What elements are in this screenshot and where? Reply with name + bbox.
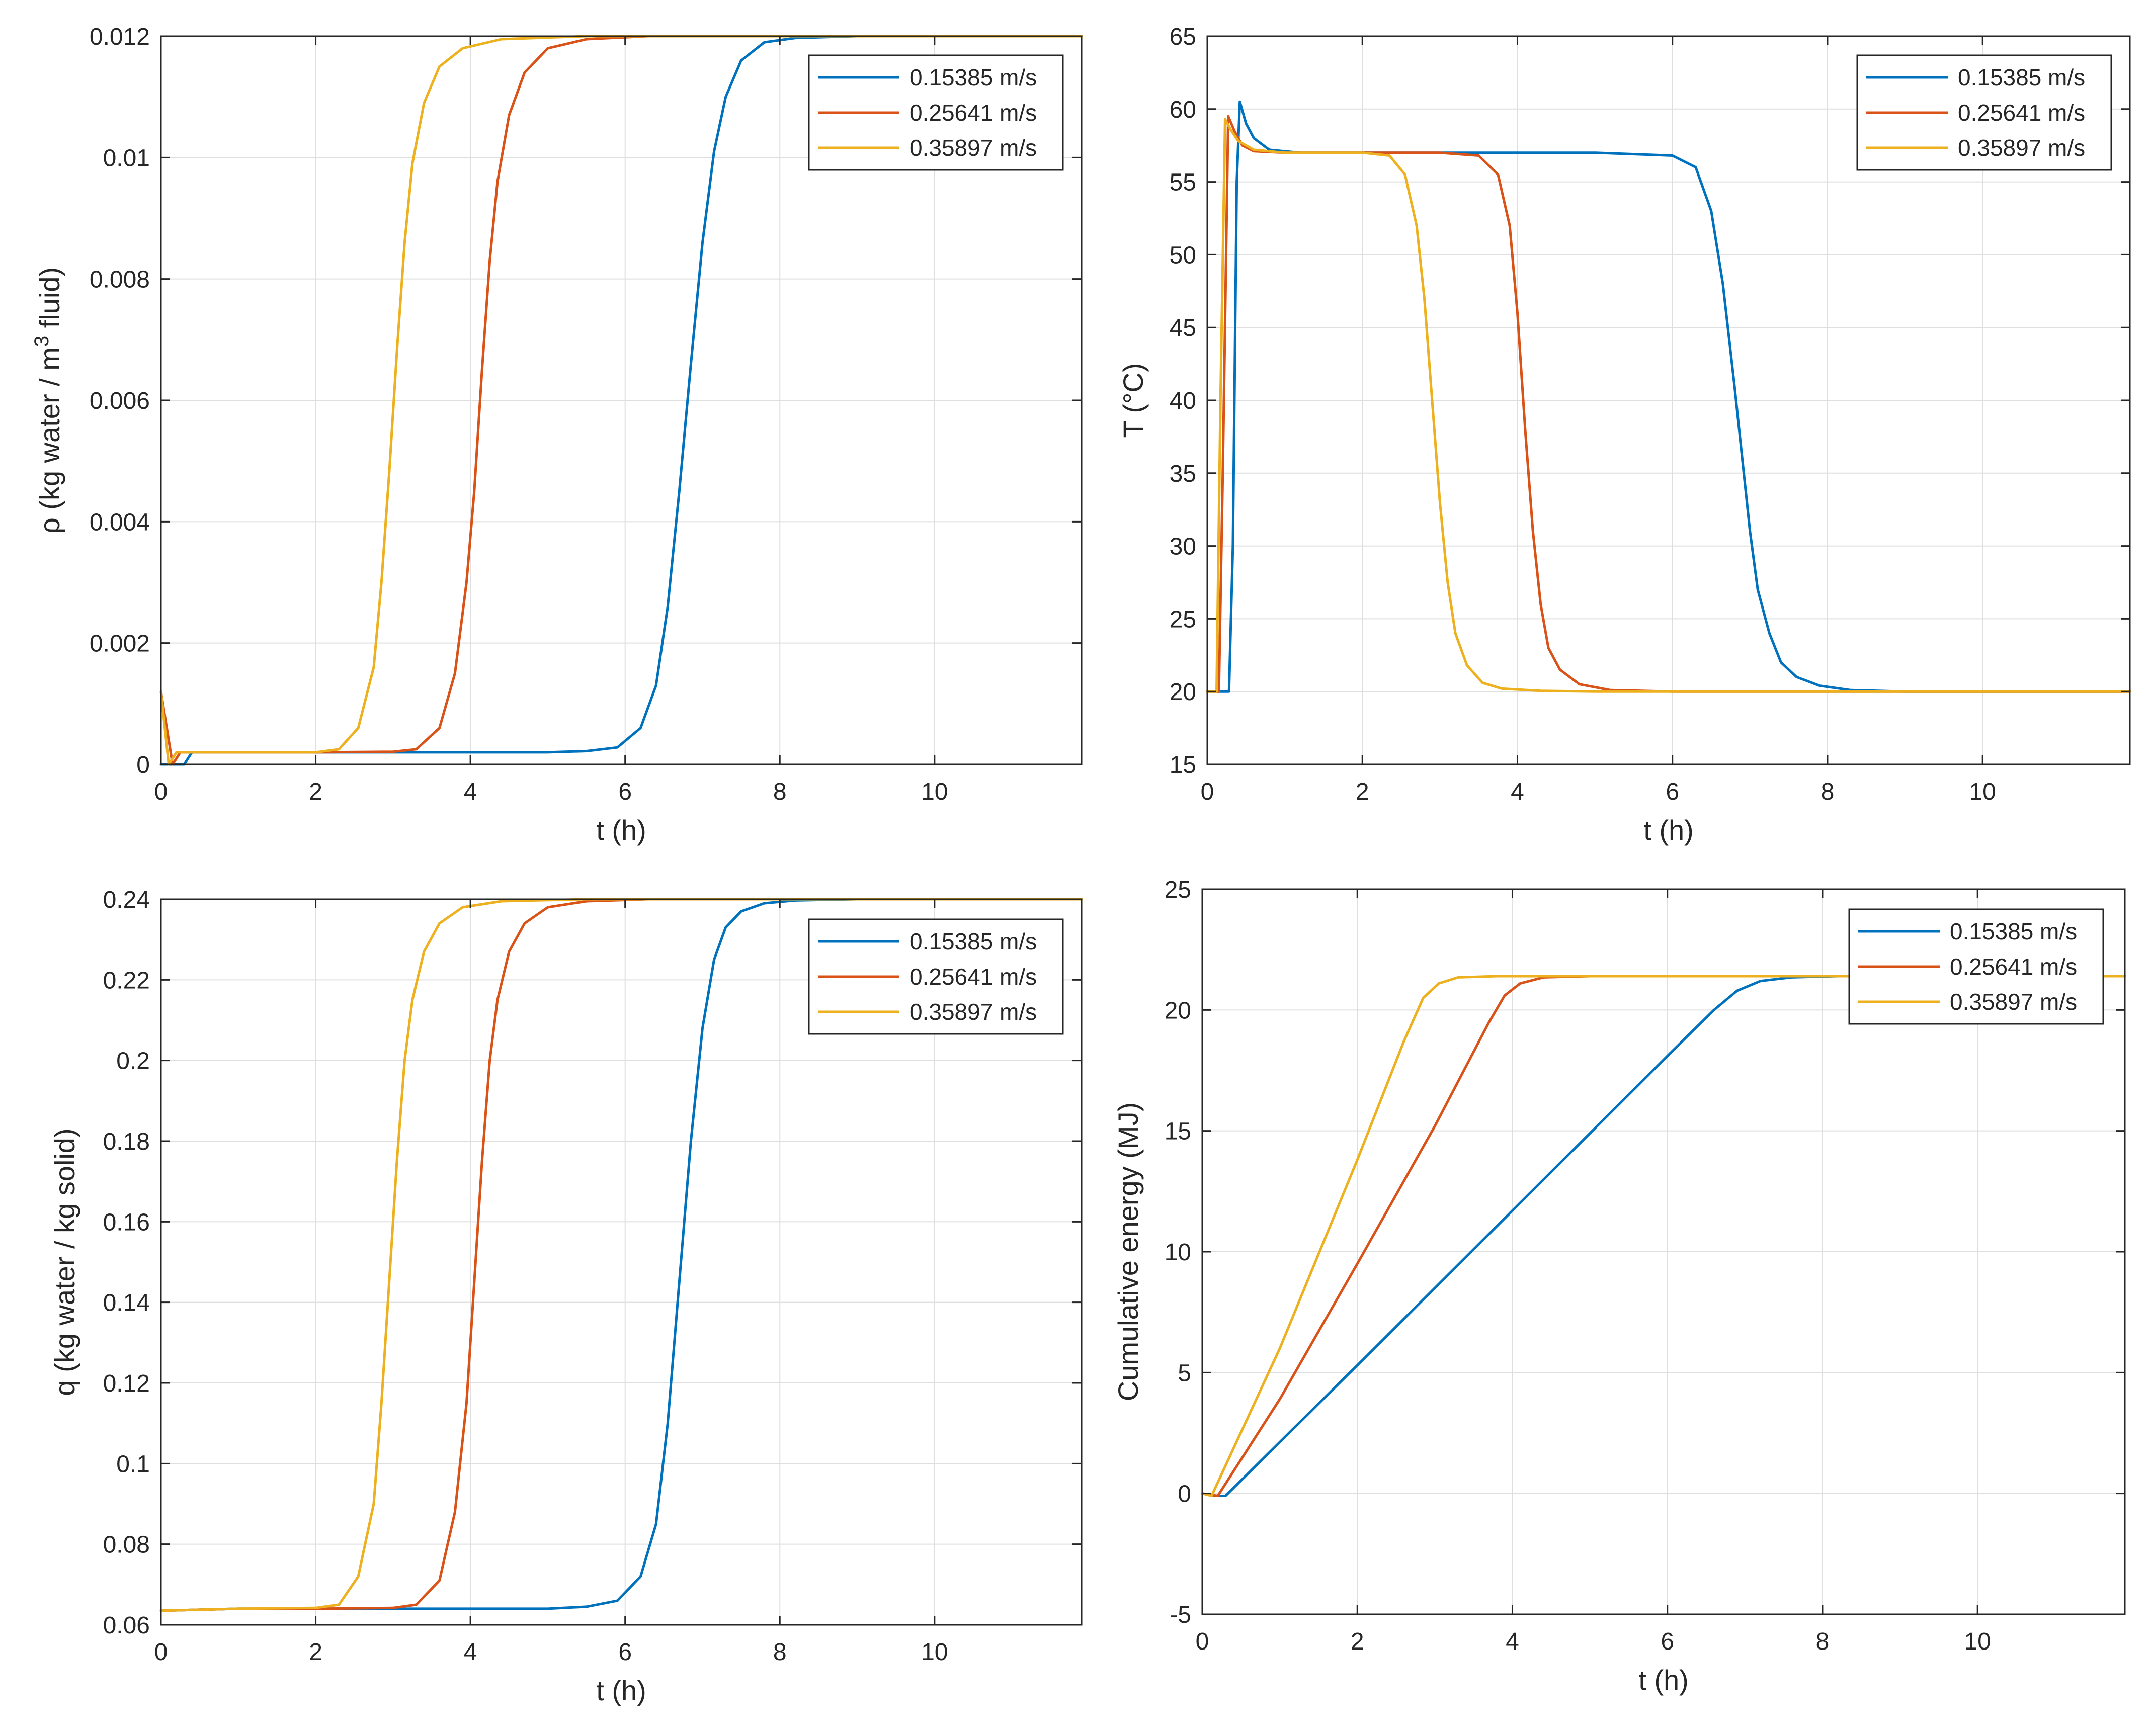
y-tick-label: 0.14 [103,1290,150,1317]
x-tick-label: 0 [1196,1628,1209,1655]
y-tick-label: 0 [136,752,150,778]
x-axis-label: t (h) [1638,1664,1689,1696]
chart-panel-q: 0 2 4 6 8 10 0.06 0.08 0.1 0.12 0.14 0.16 0.18 0.2 0.2… [49,887,1083,1706]
series-line-3 [159,898,1083,1612]
y-tick-label: 0.08 [103,1532,150,1558]
legend: 0.15385 m/s 0.25641 m/s 0.35897 m/s [1848,908,2104,1025]
y-tick-label: 0.2 [116,1048,150,1075]
y-tick-label: 15 [1165,1118,1191,1145]
y-tick-label: 0.22 [103,967,150,994]
y-tick-label: 0 [1178,1481,1191,1508]
x-tick-label: 6 [1666,778,1679,805]
y-tick-label: 0.1 [116,1451,150,1478]
series-line-2 [159,898,1083,1612]
legend-label-1: 0.15385 m/s [909,64,1037,91]
legend-label-3: 0.35897 m/s [1950,989,2077,1015]
legend-label-2: 0.25641 m/s [1958,100,2085,126]
chart-panel-temperature: 0 2 4 6 8 10 15 20 25 30 35 40 45 50 55 60 65 t (h) T (°C)… [1117,24,2131,846]
legend: 0.15385 m/s 0.25641 m/s 0.35897 m/s [808,54,1064,171]
legend-label-3: 0.35897 m/s [909,135,1037,161]
legend-label-1: 0.15385 m/s [1950,918,2077,944]
x-tick-label: 4 [1511,778,1524,805]
legend-label-2: 0.25641 m/s [909,100,1037,126]
y-axis-label: ρ (kg water / m3 fluid) [31,267,65,534]
x-tick-label: 2 [309,1639,322,1666]
legend-label-3: 0.35897 m/s [909,999,1037,1025]
x-tick-label: 10 [921,1639,948,1666]
y-tick-label: 50 [1170,242,1196,269]
y-axis-label: q (kg water / kg solid) [49,1128,80,1396]
series-line-2 [1206,115,2131,693]
x-tick-label: 6 [618,1639,632,1666]
axes-box [160,898,1083,1626]
series-line-1 [1206,100,2131,693]
x-tick-label: 10 [1969,778,1996,805]
legend: 0.15385 m/s 0.25641 m/s 0.35897 m/s [808,918,1064,1035]
y-tick-label: 5 [1178,1360,1191,1386]
x-tick-label: 2 [1356,778,1369,805]
y-tick-label: 0.16 [103,1209,150,1236]
y-tick-label: 25 [1165,877,1191,903]
y-tick-label: 0.18 [103,1129,150,1155]
y-tick-label: 0.24 [103,887,150,913]
x-axis-label: t (h) [1643,814,1694,846]
y-tick-label: 55 [1170,169,1196,196]
y-tick-label: 0.004 [90,509,150,536]
x-tick-label: 0 [154,1639,168,1666]
y-tick-label: 30 [1170,534,1196,560]
y-tick-label: 0.06 [103,1612,150,1639]
x-tick-label: 4 [464,778,477,805]
y-axis-label: T (°C) [1117,363,1149,438]
x-tick-label: 4 [1506,1628,1519,1655]
x-tick-label: 10 [1964,1628,1991,1655]
series-line-3 [1206,118,2131,693]
y-tick-label: 0.008 [90,267,150,293]
series-line-3 [159,35,1083,766]
series-line-1 [159,898,1083,1612]
legend-label-3: 0.35897 m/s [1958,135,2085,161]
y-tick-label: 20 [1170,679,1196,706]
x-tick-label: 8 [1821,778,1835,805]
y-tick-label: 0.12 [103,1370,150,1397]
x-tick-label: 0 [1201,778,1214,805]
x-tick-label: 4 [464,1639,477,1666]
y-tick-label: 0.01 [103,145,150,171]
x-axis-label: t (h) [596,814,646,846]
legend-label-2: 0.25641 m/s [909,964,1037,990]
legend-label-2: 0.25641 m/s [1950,953,2077,980]
y-tick-label: 60 [1170,97,1196,123]
y-tick-label: 0.006 [90,388,150,414]
y-tick-label: 10 [1165,1239,1191,1266]
x-tick-label: 8 [773,778,787,805]
x-tick-label: 0 [154,778,168,805]
y-tick-label: -5 [1170,1602,1191,1628]
legend-label-1: 0.15385 m/s [1958,64,2085,91]
y-tick-label: 40 [1170,388,1196,414]
chart-panel-rho: 0 2 4 6 8 10 0 0.002 0.004 0.006 0.008 0.01 0.012 t (… [31,24,1083,846]
legend-label-1: 0.15385 m/s [909,928,1037,954]
x-tick-label: 2 [1351,1628,1364,1655]
y-tick-label: 35 [1170,461,1196,487]
y-tick-label: 25 [1170,606,1196,633]
x-tick-label: 8 [773,1639,787,1666]
series-line-3 [1201,975,2126,1497]
x-tick-label: 6 [1661,1628,1674,1655]
x-tick-label: 10 [921,778,948,805]
y-tick-label: 0.012 [90,24,150,50]
legend: 0.15385 m/s 0.25641 m/s 0.35897 m/s [1856,54,2112,171]
x-tick-label: 2 [309,778,322,805]
y-tick-label: 0.002 [90,631,150,657]
y-tick-label: 45 [1170,315,1196,341]
y-tick-label: 65 [1170,24,1196,50]
y-tick-label: 20 [1165,997,1191,1024]
x-tick-label: 8 [1816,1628,1830,1655]
y-axis-label: Cumulative energy (MJ) [1112,1102,1144,1401]
x-axis-label: t (h) [596,1675,646,1706]
x-tick-label: 6 [618,778,632,805]
y-tick-label: 15 [1170,752,1196,778]
